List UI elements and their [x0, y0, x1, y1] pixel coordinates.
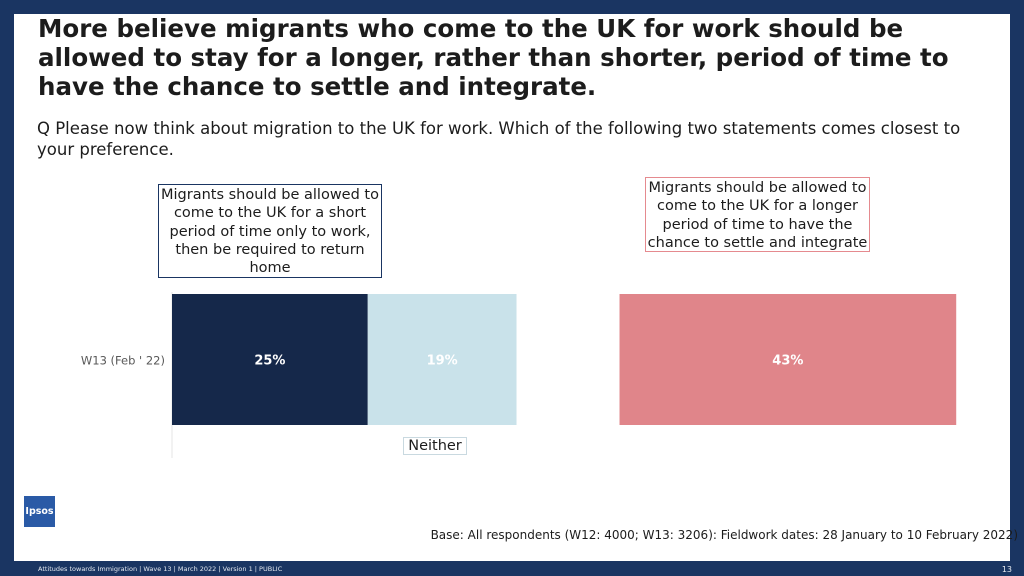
bar-neither: [367, 294, 517, 425]
survey-question: Q Please now think about migration to th…: [37, 119, 961, 159]
legend-label-short-period: Migrants should be allowed to come to th…: [158, 184, 382, 278]
slide-canvas: [14, 14, 1010, 561]
bar-longer-period: [619, 294, 957, 425]
category-label: W13 (Feb ' 22): [81, 354, 165, 368]
data-label-neither: 19%: [427, 354, 458, 369]
data-label-short-period: 25%: [254, 354, 285, 369]
legend-label-longer-period: Migrants should be allowed to come to th…: [645, 177, 870, 252]
legend-label-neither: Neither: [403, 437, 467, 455]
ipsos-logo: Ipsos: [24, 496, 55, 527]
data-label-longer-period: 43%: [772, 354, 803, 369]
footer-text: Attitudes towards Immigration | Wave 13 …: [38, 565, 283, 573]
page-number: 13: [1001, 565, 1012, 574]
bar-short-period: [172, 294, 368, 425]
slide-title: More believe migrants who come to the UK…: [38, 14, 949, 101]
base-note: Base: All respondents (W12: 4000; W13: 3…: [430, 528, 1018, 542]
